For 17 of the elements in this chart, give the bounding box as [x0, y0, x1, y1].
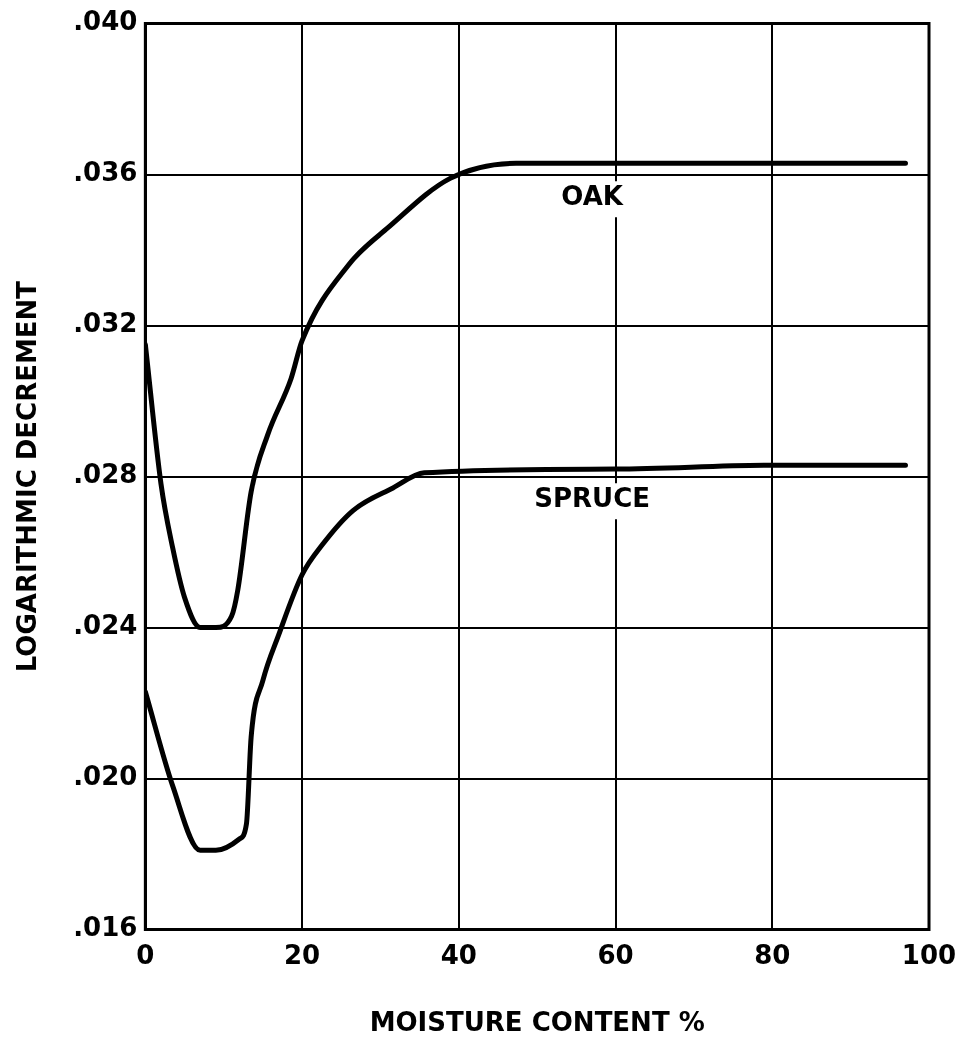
- y-tick-label: .024: [73, 610, 138, 641]
- x-tick-label: 60: [597, 939, 634, 970]
- y-tick-label: .016: [73, 912, 138, 943]
- x-axis-title: MOISTURE CONTENT %: [369, 1007, 705, 1038]
- y-tick-label: .020: [73, 761, 138, 792]
- y-tick-label: .032: [73, 308, 138, 339]
- x-tick-label: 100: [901, 939, 957, 970]
- series-label: SPRUCE: [534, 483, 651, 514]
- x-tick-label: 20: [283, 939, 321, 970]
- series-label: OAK: [561, 181, 624, 212]
- x-tick-label: 40: [440, 939, 477, 970]
- y-axis-title: LOGARITHMIC DECREMENT: [12, 280, 43, 673]
- x-tick-label: 80: [754, 939, 791, 970]
- x-tick-label: 0: [136, 939, 155, 970]
- y-tick-label: .040: [73, 6, 138, 37]
- y-tick-label: .028: [73, 459, 138, 490]
- y-tick-label: .036: [73, 157, 138, 188]
